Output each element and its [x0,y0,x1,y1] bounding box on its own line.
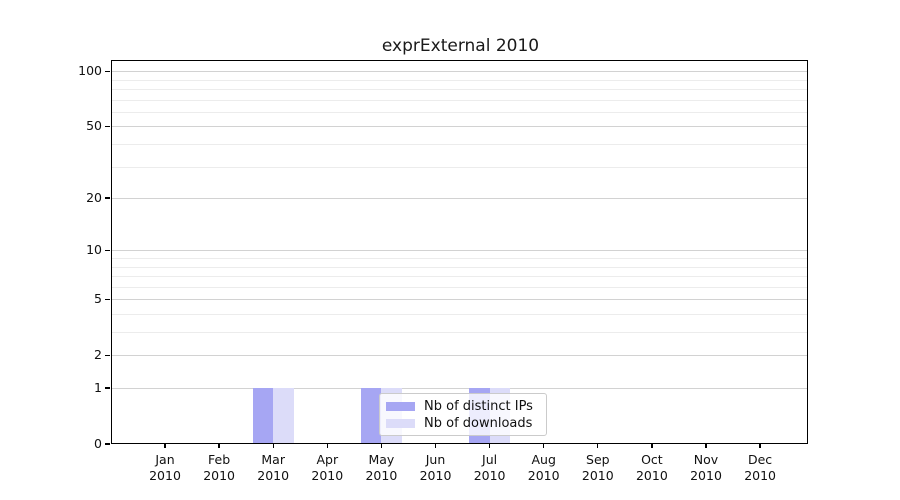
x-tick-label: Feb 2010 [203,452,235,483]
gridline-minor [111,99,808,101]
chart-title: exprExternal 2010 [381,36,540,56]
x-tick-label: Jun 2010 [419,452,452,483]
x-tick-mark [759,443,761,448]
gridline-minor [111,332,808,333]
gridline-minor [111,314,808,315]
gridline-major [111,126,808,128]
legend-item-downloads: Nb of downloads [380,415,546,432]
gridline-major [111,71,808,73]
y-tick-label: 2 [94,347,102,363]
gridline-minor [111,144,808,145]
legend-item-distinct-ips: Nb of distinct IPs [380,398,546,415]
legend-label-distinct-ips: Nb of distinct IPs [424,399,533,414]
legend-swatch-distinct-ips [386,402,415,411]
bar-distinct-ips [252,388,274,443]
gridline-minor [111,166,808,168]
y-tick-label: 50 [86,118,102,134]
gridline-minor [111,111,808,113]
x-tick-label: Aug 2010 [527,452,560,483]
x-tick-label: May 2010 [365,452,398,483]
gridline-minor [111,79,808,81]
gridline-major [111,198,808,200]
x-tick-mark [326,443,328,448]
bar-downloads [273,388,294,443]
x-tick-mark [380,443,383,448]
gridline-minor [111,258,808,259]
y-tick-mark [105,197,110,199]
y-tick-mark [105,298,110,300]
y-tick-mark [105,249,110,251]
x-tick-mark [272,443,274,448]
y-tick-mark [105,443,110,445]
y-tick-mark [105,387,110,389]
gridline-minor [111,89,808,90]
bar-distinct-ips [360,388,382,443]
gridline-major [111,388,808,389]
y-tick-label: 20 [86,190,102,206]
y-tick-label: 100 [78,63,102,79]
legend-label-downloads: Nb of downloads [424,416,533,431]
x-tick-label: Dec 2010 [744,452,776,483]
y-tick-label: 0 [94,436,102,451]
x-tick-label: Oct 2010 [635,452,668,483]
gridline-major [111,299,808,301]
grid-layer [111,60,808,444]
x-tick-label: Jul 2010 [473,452,506,483]
legend-swatch-downloads [386,419,415,428]
x-tick-mark [434,443,437,448]
y-tick-label: 10 [86,242,102,258]
y-tick-mark [105,125,110,128]
x-tick-label: Mar 2010 [257,452,290,483]
gridline-minor [111,286,808,288]
x-tick-mark [705,443,707,448]
y-tick-mark [105,70,110,72]
x-tick-mark [597,443,599,448]
x-tick-label: Apr 2010 [311,452,344,483]
x-tick-mark [164,443,166,448]
y-tick-label: 1 [94,380,102,395]
gridline-major [111,355,808,357]
legend: Nb of distinct IPs Nb of downloads [379,393,547,436]
gridline-minor [111,266,808,268]
gridline-major [111,250,808,252]
x-tick-mark [488,443,491,448]
gridline-minor [111,276,808,277]
x-tick-label: Sep 2010 [581,452,614,483]
x-tick-mark [543,443,545,448]
x-tick-mark [651,443,653,448]
y-tick-mark [105,354,110,356]
x-tick-label: Nov 2010 [690,452,722,483]
x-tick-label: Jan 2010 [149,452,181,483]
y-tick-label: 5 [94,291,102,307]
x-tick-mark [218,443,220,448]
